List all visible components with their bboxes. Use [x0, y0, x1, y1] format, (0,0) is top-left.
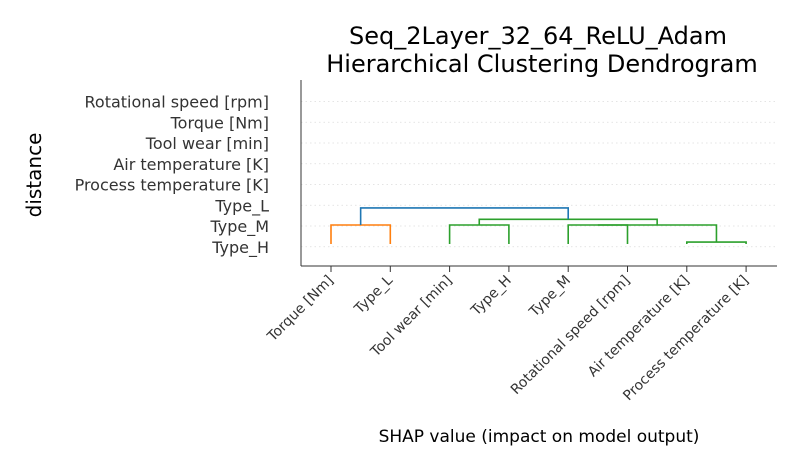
dendrogram-link: [686, 241, 747, 244]
y-tick-label: Air temperature [K]: [113, 155, 269, 174]
x-tick-label: Process temperature [K]: [620, 273, 752, 405]
x-axis-label: SHAP value (impact on model output): [379, 427, 700, 447]
y-tick-labels: Rotational speed [rpm]Torque [Nm] Tool we…: [75, 93, 270, 258]
y-axis-label: distance: [22, 133, 46, 218]
dendrogram-links: [330, 207, 747, 244]
dendrogram-link: [448, 224, 510, 244]
dendrogram-link: [330, 224, 392, 244]
y-tick-label: Rotational speed [rpm]: [85, 93, 269, 112]
x-tick-label: Torque [Nm]: [264, 273, 337, 346]
y-tick-label: Type_H: [211, 238, 269, 258]
chart-title-line-1: Seq_2Layer_32_64_ReLU_Adam: [349, 22, 727, 50]
x-tick-label: Type_M: [526, 273, 574, 321]
y-tick-label: Type_L: [214, 196, 269, 216]
dendrogram-link: [478, 218, 658, 225]
dendrogram-link: [597, 224, 718, 243]
y-tick-label: Tool wear [min]: [145, 134, 269, 153]
x-tick-label: Type_H: [468, 273, 515, 320]
dendrogram-link: [359, 207, 569, 225]
x-tick-label: Type_L: [351, 272, 396, 317]
x-tick-label: Rotational speed [rpm]: [508, 273, 633, 398]
y-tick-label: Process temperature [K]: [75, 176, 269, 195]
y-tick-label: Type_M: [209, 217, 269, 237]
y-tick-label: Torque [Nm]: [170, 113, 269, 132]
chart-title-line-2: Hierarchical Clustering Dendrogram: [326, 50, 758, 78]
x-tick-label: Air temperature [K]: [585, 273, 693, 381]
grid-lines: [301, 101, 777, 248]
dendrogram-link: [567, 224, 629, 244]
